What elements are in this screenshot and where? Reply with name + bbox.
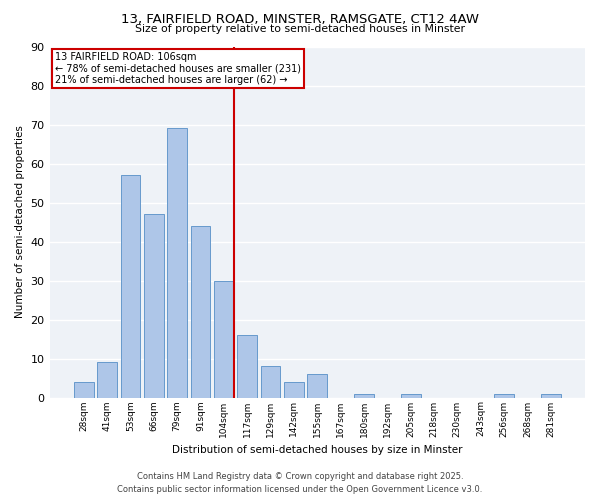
Text: Contains HM Land Registry data © Crown copyright and database right 2025.
Contai: Contains HM Land Registry data © Crown c… — [118, 472, 482, 494]
Text: 13, FAIRFIELD ROAD, MINSTER, RAMSGATE, CT12 4AW: 13, FAIRFIELD ROAD, MINSTER, RAMSGATE, C… — [121, 12, 479, 26]
Bar — [307, 374, 327, 398]
Y-axis label: Number of semi-detached properties: Number of semi-detached properties — [15, 126, 25, 318]
Bar — [354, 394, 374, 398]
Bar — [260, 366, 280, 398]
Text: Size of property relative to semi-detached houses in Minster: Size of property relative to semi-detach… — [135, 24, 465, 34]
Bar — [74, 382, 94, 398]
Bar — [401, 394, 421, 398]
X-axis label: Distribution of semi-detached houses by size in Minster: Distribution of semi-detached houses by … — [172, 445, 463, 455]
Text: 13 FAIRFIELD ROAD: 106sqm
← 78% of semi-detached houses are smaller (231)
21% of: 13 FAIRFIELD ROAD: 106sqm ← 78% of semi-… — [55, 52, 301, 85]
Bar — [494, 394, 514, 398]
Bar — [191, 226, 211, 398]
Bar — [541, 394, 560, 398]
Bar — [167, 128, 187, 398]
Bar — [97, 362, 117, 398]
Bar — [144, 214, 164, 398]
Bar — [214, 280, 234, 398]
Bar — [121, 175, 140, 398]
Bar — [238, 335, 257, 398]
Bar — [284, 382, 304, 398]
